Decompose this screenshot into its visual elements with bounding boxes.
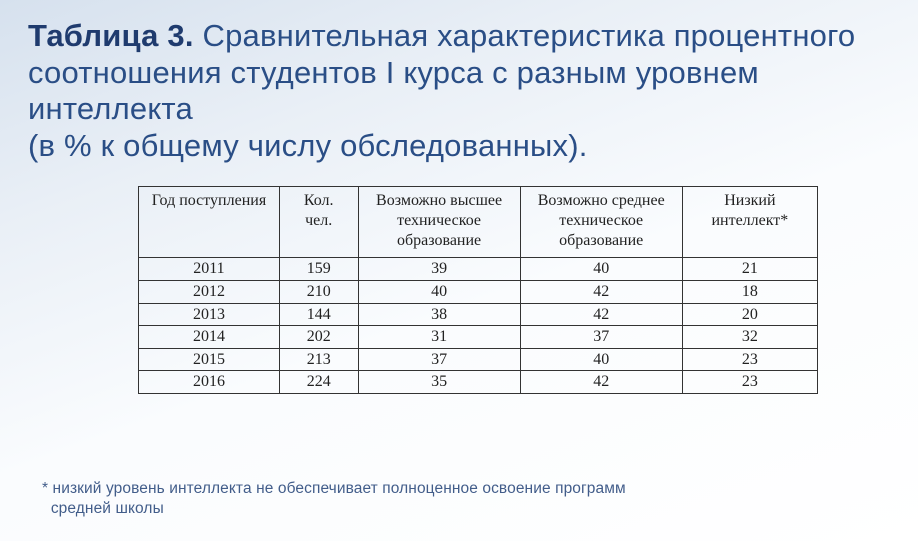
table-cell: 37 xyxy=(520,326,682,349)
table-cell: 37 xyxy=(358,348,520,371)
table-cell: 210 xyxy=(279,280,358,303)
table-cell: 39 xyxy=(358,258,520,281)
footnote: * низкий уровень интеллекта не обеспечив… xyxy=(42,479,626,519)
table-container: Год поступленияКол. чел.Возможно высшее … xyxy=(138,186,818,394)
table-cell: 2015 xyxy=(139,348,280,371)
table-cell: 213 xyxy=(279,348,358,371)
table-cell: 23 xyxy=(682,371,817,394)
table-cell: 31 xyxy=(358,326,520,349)
table-cell: 42 xyxy=(520,371,682,394)
table-body: 2011159394021201221040421820131443842202… xyxy=(139,258,818,394)
table-header: Год поступленияКол. чел.Возможно высшее … xyxy=(139,187,818,258)
table-cell: 32 xyxy=(682,326,817,349)
table-cell: 40 xyxy=(520,348,682,371)
column-header: Возможно высшее техническое образование xyxy=(358,187,520,258)
table-cell: 2012 xyxy=(139,280,280,303)
table-cell: 40 xyxy=(358,280,520,303)
table-row: 2016224354223 xyxy=(139,371,818,394)
table-cell: 202 xyxy=(279,326,358,349)
table-cell: 40 xyxy=(520,258,682,281)
table-row: 2012210404218 xyxy=(139,280,818,303)
title-paren: (в % к общему числу обследованных). xyxy=(28,128,588,163)
column-header: Низкий интеллект* xyxy=(682,187,817,258)
table-cell: 2016 xyxy=(139,371,280,394)
data-table: Год поступленияКол. чел.Возможно высшее … xyxy=(138,186,818,394)
table-cell: 23 xyxy=(682,348,817,371)
table-row: 2014202313732 xyxy=(139,326,818,349)
table-cell: 224 xyxy=(279,371,358,394)
table-cell: 144 xyxy=(279,303,358,326)
footnote-line1: * низкий уровень интеллекта не обеспечив… xyxy=(42,480,626,497)
title-label: Таблица 3. xyxy=(28,18,194,53)
column-header: Возможно среднее техническое образование xyxy=(520,187,682,258)
column-header: Год поступления xyxy=(139,187,280,258)
table-cell: 38 xyxy=(358,303,520,326)
table-cell: 42 xyxy=(520,303,682,326)
table-row: 2015213374023 xyxy=(139,348,818,371)
column-header: Кол. чел. xyxy=(279,187,358,258)
slide-container: Таблица 3. Сравнительная характеристика … xyxy=(0,0,918,394)
table-row: 2011159394021 xyxy=(139,258,818,281)
table-cell: 18 xyxy=(682,280,817,303)
table-cell: 2013 xyxy=(139,303,280,326)
table-cell: 2014 xyxy=(139,326,280,349)
table-cell: 159 xyxy=(279,258,358,281)
table-row: 2013144384220 xyxy=(139,303,818,326)
table-cell: 21 xyxy=(682,258,817,281)
table-cell: 35 xyxy=(358,371,520,394)
table-cell: 42 xyxy=(520,280,682,303)
table-header-row: Год поступленияКол. чел.Возможно высшее … xyxy=(139,187,818,258)
slide-title: Таблица 3. Сравнительная характеристика … xyxy=(28,18,890,164)
table-cell: 2011 xyxy=(139,258,280,281)
footnote-line2: средней школы xyxy=(51,500,164,517)
table-cell: 20 xyxy=(682,303,817,326)
